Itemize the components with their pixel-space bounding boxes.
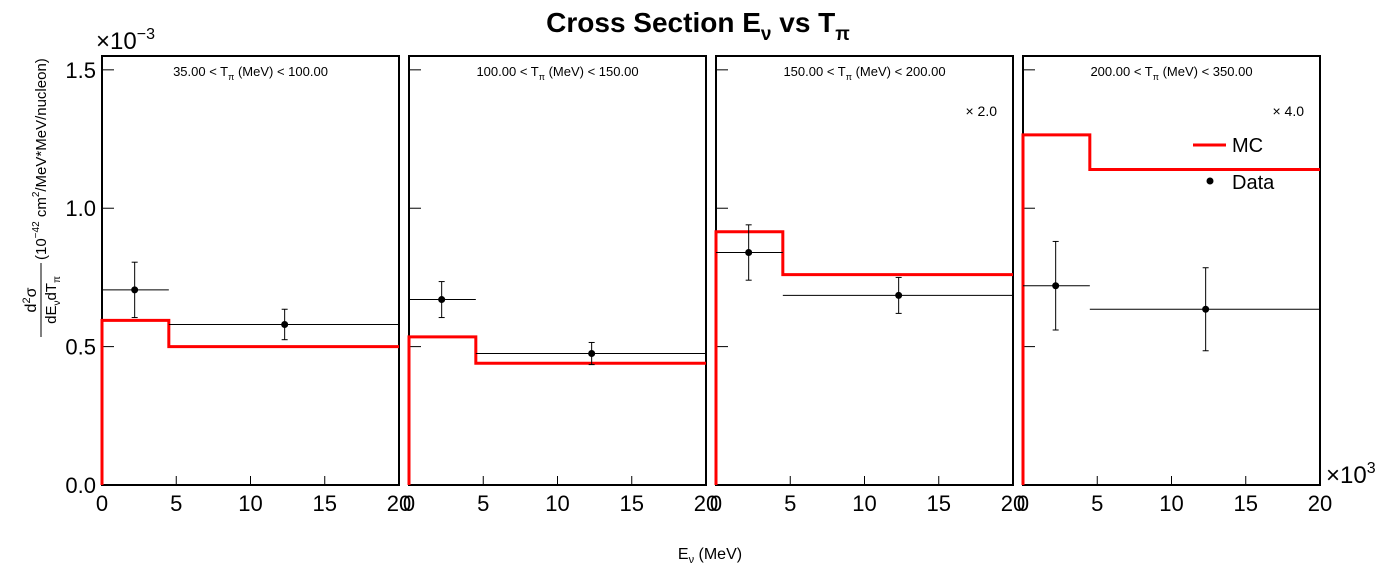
data-point	[168, 308, 399, 341]
x-tick-label: 15	[620, 491, 644, 516]
data-point	[782, 276, 1013, 314]
legend-data-marker	[1206, 177, 1214, 185]
x-tick-label: 0	[403, 491, 415, 516]
y-axis-title: d2σ dEνdTπ (10−42 cm2/MeV*MeV/nucleon)	[21, 58, 63, 337]
panel-scale-note: × 2.0	[965, 103, 997, 119]
svg-text:dEνdTπ: dEνdTπ	[43, 276, 63, 324]
x-tick-label: 10	[545, 491, 569, 516]
data-point	[102, 261, 169, 319]
data-marker	[281, 320, 289, 328]
mc-histogram	[407, 335, 706, 485]
x-tick-label: 20	[694, 491, 718, 516]
x-tick-label: 5	[784, 491, 796, 516]
mc-histogram	[1021, 133, 1320, 485]
panel-range-label: 35.00 < Tπ (MeV) < 100.00	[173, 64, 328, 82]
data-point	[475, 341, 706, 366]
legend-data-label: Data	[1232, 172, 1275, 194]
data-point	[716, 224, 783, 281]
data-marker	[438, 296, 446, 304]
y-tick-label: 0.5	[65, 335, 96, 360]
x-tick-label: 5	[170, 491, 182, 516]
data-marker	[1202, 305, 1210, 313]
data-marker	[745, 249, 753, 257]
y-tick-label: 0.0	[65, 473, 96, 498]
x-tick-label: 10	[852, 491, 876, 516]
y-tick-label: 1.5	[65, 58, 96, 83]
panel-scale-note: × 4.0	[1272, 103, 1304, 119]
x-tick-label: 15	[313, 491, 337, 516]
x-tick-label: 10	[238, 491, 262, 516]
x-tick-label: 10	[1159, 491, 1183, 516]
panel-range-label: 150.00 < Tπ (MeV) < 200.00	[783, 64, 945, 82]
panel-frame	[1022, 55, 1321, 486]
svg-text:d2σ: d2σ	[21, 287, 40, 312]
x-tick-label: 0	[96, 491, 108, 516]
x-tick-label: 15	[1234, 491, 1258, 516]
svg-text:(10−42 cm2/MeV*MeV/nucleon): (10−42 cm2/MeV*MeV/nucleon)	[31, 58, 50, 260]
mc-histogram	[100, 318, 399, 485]
legend-mc-label: MC	[1232, 135, 1263, 157]
panel-2: 0 5 10 15 20 100.00 < Tπ (MeV) < 150.00	[403, 55, 718, 516]
data-point	[409, 281, 476, 319]
x-tick-label: 5	[477, 491, 489, 516]
data-marker	[131, 286, 139, 294]
panel-frame	[101, 55, 400, 486]
data-point	[1089, 267, 1320, 352]
x-tick-label: 20	[1001, 491, 1025, 516]
x-axis-scale-label: ×103	[1326, 460, 1376, 489]
panel-3: 0 5 10 15 20 150.00 < Tπ (MeV) < 200.00 × 2.0	[710, 55, 1025, 516]
chart-title: Cross Section Eν vs Tπ	[546, 7, 850, 45]
mc-histogram	[714, 230, 1013, 485]
panel-frame	[408, 55, 707, 486]
x-tick-label: 20	[1308, 491, 1332, 516]
panel-range-label: 100.00 < Tπ (MeV) < 150.00	[476, 64, 638, 82]
x-axis-title: Eν (MeV)	[678, 546, 742, 566]
y-tick-label: 1.0	[65, 196, 96, 221]
data-marker	[588, 350, 596, 358]
data-marker	[895, 291, 903, 299]
x-tick-label: 0	[1017, 491, 1029, 516]
legend: MC Data	[1193, 135, 1275, 194]
data-marker	[1052, 282, 1060, 290]
panel-range-label: 200.00 < Tπ (MeV) < 350.00	[1090, 64, 1252, 82]
panel-1: 0 5 10 15 20 0.0 0.5 1.0 1.5 35.00 < Tπ (MeV) < 1…	[65, 55, 411, 516]
x-tick-label: 5	[1091, 491, 1103, 516]
panel-frame	[715, 55, 1014, 486]
x-tick-label: 15	[927, 491, 951, 516]
x-tick-label: 0	[710, 491, 722, 516]
panel-4: 0 5 10 15 20 200.00 < Tπ (MeV) < 350.00 × 4.0	[1017, 55, 1332, 516]
y-axis-scale-label: ×10−3	[96, 26, 155, 55]
data-point	[1023, 240, 1090, 331]
panels: 0 5 10 15 20 0.0 0.5 1.0 1.5 35.00 < Tπ (MeV) < 1…	[65, 55, 1332, 516]
x-tick-label: 20	[387, 491, 411, 516]
